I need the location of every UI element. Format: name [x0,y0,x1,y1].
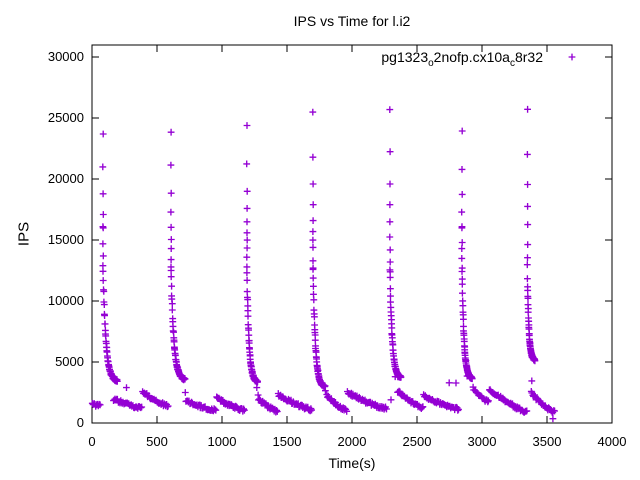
x-tick-label: 4000 [597,434,627,449]
x-tick-label: 1500 [272,434,302,449]
x-tick-label: 1000 [207,434,237,449]
y-tick-label: 30000 [47,49,84,65]
legend-subscript-c: c [509,57,515,69]
plot-border [91,44,613,424]
legend: pg1323o2nofp.cx10ac8r32 [381,49,543,68]
legend-text-pre: pg1323 [381,49,429,65]
y-tick-label: 10000 [47,293,84,309]
x-tick-label: 3000 [467,434,497,449]
x-tick-label: 2500 [402,434,432,449]
y-tick-label: 15000 [47,232,84,248]
legend-sample-marker [568,53,576,61]
y-tick-label: 20000 [47,171,84,187]
axis-ticks [91,45,613,424]
y-tick-label: 5000 [55,354,84,370]
x-tick-label: 2000 [337,434,367,449]
legend-series-label: pg1323o2nofp.cx10ac8r32 [381,49,543,68]
x-tick-label: 3500 [532,434,562,449]
y-tick-label: 25000 [47,110,84,126]
chart-title: IPS vs Time for l.i2 [293,13,411,29]
data-points-markers [88,105,558,423]
x-axis-title: Time(s) [328,455,376,471]
legend-text-post: 8r32 [514,49,543,65]
x-tick-label: 500 [146,434,168,449]
legend-subscript-o: o [428,57,434,69]
y-tick-label: 0 [76,415,84,430]
legend-text-mid: 2nofp.cx10a [433,49,510,65]
x-tick-label: 0 [88,434,96,449]
